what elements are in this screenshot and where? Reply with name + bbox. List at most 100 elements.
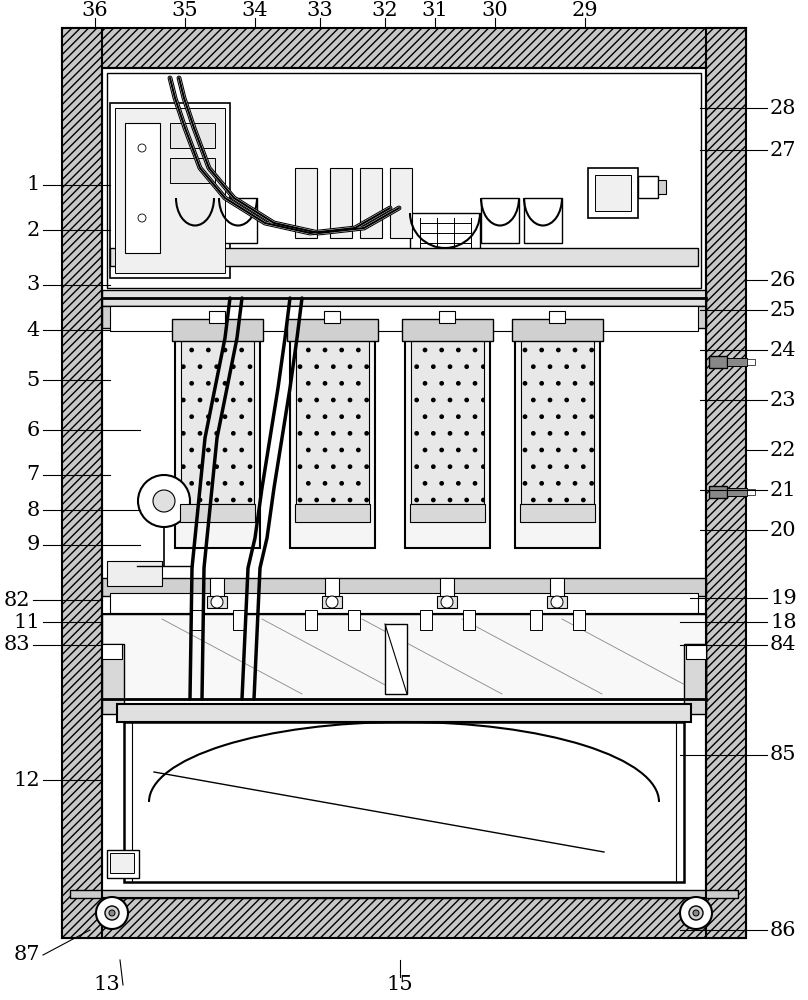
Bar xyxy=(658,180,666,194)
Text: 8: 8 xyxy=(27,500,40,520)
Bar xyxy=(520,504,595,522)
Bar xyxy=(322,596,342,608)
Text: 86: 86 xyxy=(770,920,797,940)
Text: 21: 21 xyxy=(770,481,797,499)
Text: 84: 84 xyxy=(770,636,797,654)
Bar xyxy=(62,898,746,938)
Circle shape xyxy=(138,214,146,222)
Bar xyxy=(385,624,407,694)
Bar xyxy=(170,158,215,183)
Text: 4: 4 xyxy=(27,320,40,340)
Text: 6: 6 xyxy=(27,420,40,440)
Circle shape xyxy=(109,910,115,916)
Bar xyxy=(70,890,738,898)
Text: 85: 85 xyxy=(770,746,797,764)
Bar xyxy=(102,68,706,898)
Bar xyxy=(110,306,698,331)
Text: 30: 30 xyxy=(482,0,508,19)
Bar xyxy=(727,488,747,496)
Bar xyxy=(305,610,317,630)
Text: 36: 36 xyxy=(82,0,108,19)
Text: 15: 15 xyxy=(387,976,414,994)
Bar xyxy=(170,123,215,148)
Bar xyxy=(684,644,706,714)
Bar xyxy=(176,198,214,243)
Bar xyxy=(110,593,698,613)
Circle shape xyxy=(441,596,453,608)
Bar xyxy=(102,644,124,714)
Bar xyxy=(102,614,706,699)
Bar xyxy=(706,28,746,938)
Bar xyxy=(405,328,490,548)
Circle shape xyxy=(211,596,223,608)
Text: 33: 33 xyxy=(306,0,334,19)
Text: 29: 29 xyxy=(572,0,598,19)
Bar xyxy=(207,596,227,608)
Bar xyxy=(410,213,480,253)
Bar xyxy=(233,610,245,630)
Bar xyxy=(117,704,691,722)
Bar xyxy=(440,578,454,598)
Text: 5: 5 xyxy=(27,370,40,389)
Bar xyxy=(124,722,684,882)
Circle shape xyxy=(326,596,338,608)
Text: 7: 7 xyxy=(27,466,40,485)
Bar xyxy=(209,311,225,323)
Bar xyxy=(420,610,432,630)
Bar xyxy=(463,610,475,630)
Circle shape xyxy=(693,910,699,916)
Text: 18: 18 xyxy=(770,612,797,632)
Bar xyxy=(115,108,225,273)
Bar xyxy=(290,328,375,548)
Bar xyxy=(107,850,139,878)
Text: 34: 34 xyxy=(242,0,268,19)
Bar xyxy=(175,328,260,548)
Text: 82: 82 xyxy=(3,590,30,609)
Bar xyxy=(530,610,542,630)
Circle shape xyxy=(138,144,146,152)
Bar xyxy=(110,248,698,266)
Text: 22: 22 xyxy=(770,440,797,460)
Bar xyxy=(709,486,727,498)
Text: 28: 28 xyxy=(770,99,797,117)
Bar xyxy=(410,504,485,522)
Bar xyxy=(402,319,493,341)
Text: 32: 32 xyxy=(372,0,398,19)
Bar xyxy=(595,175,631,211)
Bar xyxy=(295,168,317,238)
Text: 87: 87 xyxy=(14,946,40,964)
Circle shape xyxy=(689,906,703,920)
Bar xyxy=(295,504,370,522)
Bar xyxy=(550,578,564,598)
Text: 2: 2 xyxy=(27,221,40,239)
Bar xyxy=(190,610,202,630)
Bar xyxy=(481,198,519,243)
Bar xyxy=(210,578,224,598)
Text: 12: 12 xyxy=(14,770,40,790)
Bar xyxy=(515,328,600,548)
Bar xyxy=(390,168,412,238)
Text: 13: 13 xyxy=(93,976,120,994)
Circle shape xyxy=(680,897,712,929)
Bar xyxy=(62,28,102,938)
Bar xyxy=(512,319,603,341)
Bar xyxy=(686,644,706,659)
Bar xyxy=(287,319,378,341)
Bar xyxy=(727,358,747,366)
Text: 27: 27 xyxy=(770,140,797,159)
Bar xyxy=(521,334,594,504)
Circle shape xyxy=(153,490,175,512)
Bar xyxy=(411,334,484,504)
Circle shape xyxy=(138,475,190,527)
Bar xyxy=(437,596,457,608)
Bar xyxy=(324,311,340,323)
Bar xyxy=(110,103,230,278)
Bar xyxy=(709,356,727,368)
Bar xyxy=(102,68,706,898)
Text: 25: 25 xyxy=(770,300,797,320)
Text: 1: 1 xyxy=(27,176,40,194)
Bar xyxy=(588,168,638,218)
Bar xyxy=(573,610,585,630)
Bar xyxy=(62,28,746,68)
Bar xyxy=(219,198,257,243)
